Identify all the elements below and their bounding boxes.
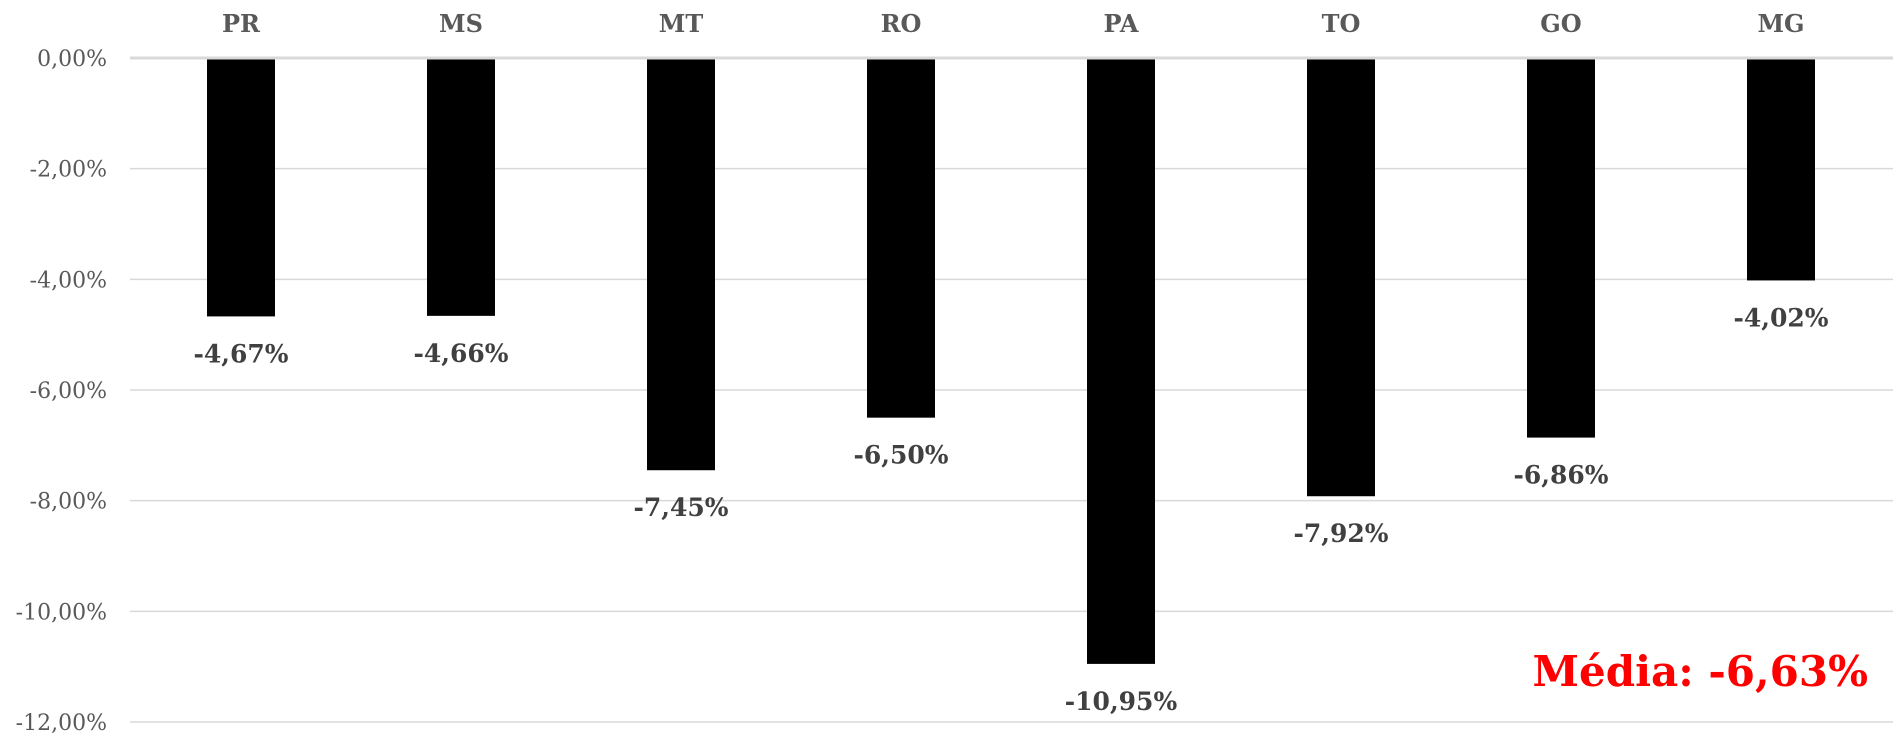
bar-pr bbox=[207, 58, 275, 317]
category-label: MT bbox=[659, 9, 704, 38]
bar-pa bbox=[1087, 58, 1155, 664]
data-label: -4,02% bbox=[1733, 303, 1828, 332]
bar-go bbox=[1527, 58, 1595, 438]
y-tick-label: -2,00% bbox=[30, 158, 107, 183]
category-label: MS bbox=[439, 9, 483, 38]
data-label: -4,66% bbox=[413, 339, 508, 368]
bar-to bbox=[1307, 58, 1375, 497]
bar-ms bbox=[427, 58, 495, 316]
gridlines bbox=[130, 167, 1893, 723]
category-label: RO bbox=[881, 9, 922, 38]
data-label: -4,67% bbox=[193, 339, 288, 368]
category-label: GO bbox=[1540, 9, 1581, 38]
y-axis-tick-labels: 0,00% -2,00% -4,00% -6,00% -8,00% -10,00% -12,… bbox=[16, 47, 107, 733]
category-labels: PR MS MT RO PA TO GO MG bbox=[222, 9, 1805, 38]
category-label: PR bbox=[222, 9, 261, 38]
y-tick-label: -12,00% bbox=[16, 711, 107, 733]
y-tick-label: -6,00% bbox=[30, 379, 107, 404]
bars bbox=[207, 58, 1815, 664]
data-label: -10,95% bbox=[1065, 687, 1178, 716]
y-tick-label: -8,00% bbox=[30, 490, 107, 515]
data-label: -6,50% bbox=[853, 441, 948, 470]
data-labels: -4,67% -4,66% -7,45% -6,50% -10,95% -7,92% -6,… bbox=[193, 303, 1828, 715]
category-label: MG bbox=[1757, 9, 1804, 38]
data-label: -7,45% bbox=[633, 493, 728, 522]
category-label: PA bbox=[1104, 9, 1139, 38]
y-tick-label: -10,00% bbox=[16, 600, 107, 625]
bar-mg bbox=[1747, 58, 1815, 281]
y-tick-label: 0,00% bbox=[37, 47, 107, 72]
data-label: -6,86% bbox=[1513, 461, 1608, 490]
y-tick-label: -4,00% bbox=[30, 268, 107, 293]
bar-mt bbox=[647, 58, 715, 471]
category-label: TO bbox=[1322, 9, 1361, 38]
average-annotation: Média: -6,63% bbox=[1532, 647, 1868, 696]
data-label: -7,92% bbox=[1293, 519, 1388, 548]
bar-ro bbox=[867, 58, 935, 418]
